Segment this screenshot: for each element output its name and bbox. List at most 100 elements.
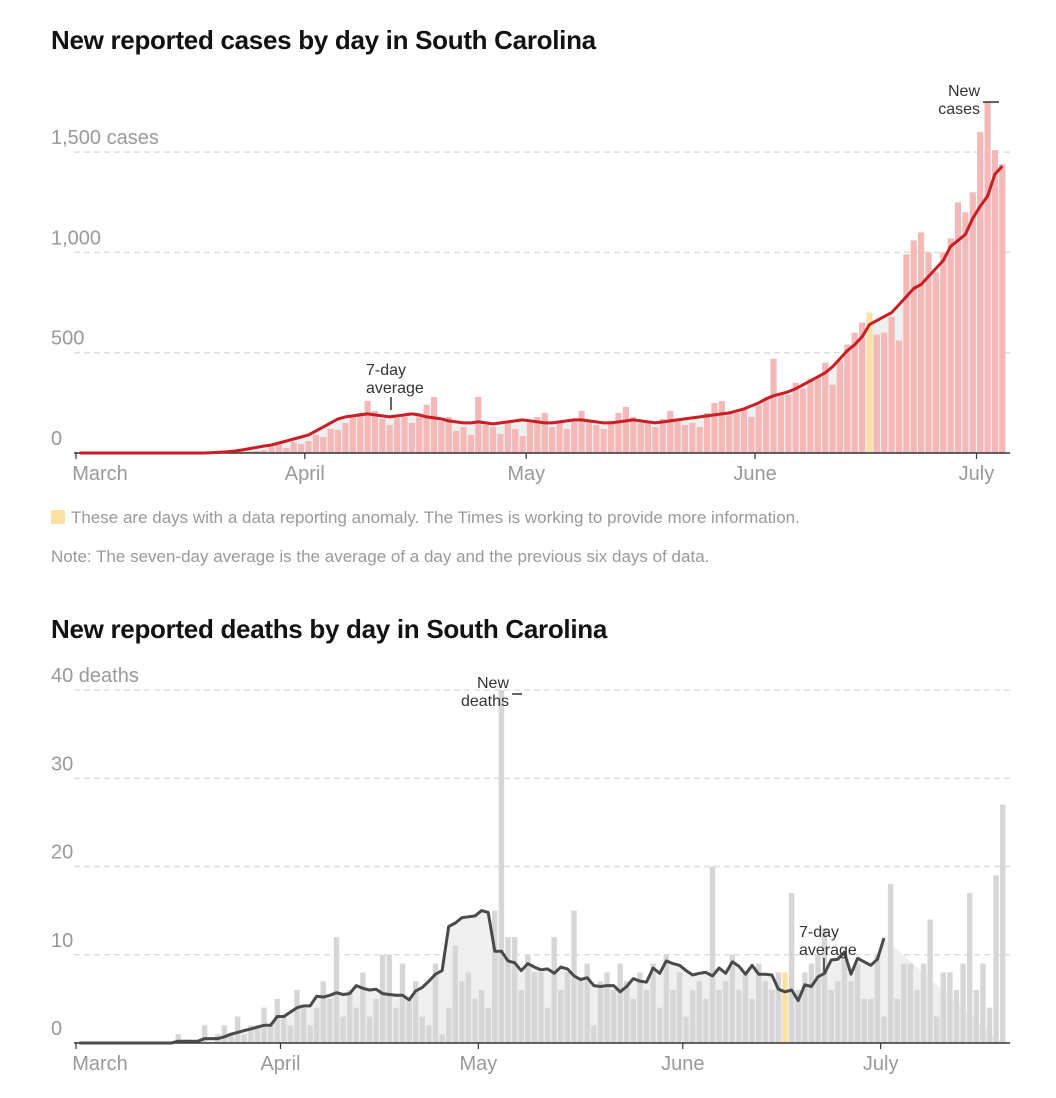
cases-bar [401, 416, 408, 453]
cases-bar [408, 422, 415, 453]
cases-bar [859, 322, 866, 453]
deaths-bar [663, 954, 669, 1044]
cases-bar [357, 412, 364, 453]
deaths-bar [947, 972, 953, 1043]
deaths-bar [564, 972, 571, 1043]
deaths-bar [577, 981, 584, 1043]
cases-bar [261, 450, 268, 453]
deaths-bar [419, 1016, 425, 1043]
deaths-bar [353, 1007, 359, 1043]
deaths-bar [241, 1034, 247, 1043]
cases-bar [822, 362, 829, 453]
cases-bar [489, 426, 497, 453]
deaths-bar [887, 884, 894, 1043]
cases-bar [991, 150, 998, 453]
cases-bar [519, 436, 526, 453]
deaths-bar [683, 1016, 689, 1043]
deaths-bar [610, 990, 617, 1043]
deaths-bar [934, 1016, 940, 1043]
cases-average-annotation: 7-day average [366, 362, 424, 397]
cases-bar [740, 408, 748, 453]
cases-new-cases-annotation: New cases [938, 83, 980, 118]
cases-y-tick-label: 1,000 [51, 227, 101, 249]
cases-bar [379, 418, 386, 453]
cases-bar [364, 400, 371, 453]
cases-bar [851, 332, 858, 453]
deaths-bar [670, 990, 676, 1043]
deaths-bar [973, 990, 979, 1043]
deaths-bar [986, 1007, 993, 1043]
cases-bar [962, 212, 969, 453]
cases-bar [954, 202, 962, 453]
deaths-bar [472, 998, 478, 1043]
deaths-seven-day-average-line [79, 909, 886, 1045]
cases-bar [327, 428, 334, 453]
cases-bar [940, 252, 947, 453]
deaths-bar [749, 998, 755, 1043]
deaths-bar [366, 1016, 373, 1043]
cases-bar [763, 398, 770, 453]
cases-bar [711, 402, 718, 453]
cases-bar [578, 410, 585, 453]
cases-bar [482, 424, 489, 453]
deaths-bar [525, 954, 531, 1044]
cases-bar [873, 334, 880, 453]
cases-bar [947, 238, 954, 453]
deaths-bar [175, 1034, 181, 1043]
cases-bar [571, 418, 578, 453]
cases-bar [534, 416, 541, 453]
deaths-bar [657, 1007, 663, 1043]
anomaly-legend-text: These are days with a data reporting ano… [71, 508, 800, 527]
cases-bar [918, 232, 925, 453]
deaths-bar [485, 1007, 491, 1043]
cases-bar [386, 424, 393, 453]
cases-bar [445, 416, 452, 453]
cases-bar [268, 447, 275, 453]
deaths-average-annotation: 7-day average [799, 924, 857, 959]
deaths-bar [327, 998, 333, 1043]
deaths-bar [709, 866, 716, 1043]
cases-bar [608, 420, 615, 453]
deaths-bar [597, 981, 604, 1043]
cases-bar [497, 433, 504, 453]
deaths-bar [940, 972, 946, 1043]
cases-bar [969, 192, 976, 454]
cases-bar [453, 430, 460, 453]
deaths-bar [439, 1034, 445, 1043]
deaths-bar [960, 963, 966, 1043]
cases-bar [305, 441, 312, 453]
deaths-bar [281, 1016, 287, 1043]
deaths-bar [769, 990, 775, 1043]
cases-bar [726, 412, 733, 453]
deaths-bar [465, 972, 472, 1043]
deaths-bar [274, 998, 280, 1043]
cases-bar [748, 416, 755, 453]
deaths-bar [406, 998, 412, 1043]
cases-y-tick-label: 500 [51, 328, 84, 350]
deaths-bar [980, 963, 986, 1043]
cases-bar [475, 396, 482, 453]
deaths-bar [294, 990, 300, 1043]
cases-bar [622, 406, 629, 453]
deaths-bar [267, 1025, 274, 1043]
cases-bar [984, 102, 991, 453]
cases-bar [881, 332, 888, 453]
deaths-bar [637, 972, 643, 1043]
cases-bar [681, 424, 688, 453]
deaths-bar [591, 1025, 597, 1043]
deaths-bar [914, 990, 920, 1043]
cases-bar [807, 378, 814, 453]
deaths-new-deaths-annotation: New deaths [461, 675, 509, 710]
deaths-bar [624, 981, 630, 1043]
deaths-bar [907, 963, 914, 1043]
deaths-bar [874, 954, 881, 1044]
deaths-bar [927, 919, 933, 1043]
deaths-y-tick-label: 40 deaths [51, 665, 139, 687]
cases-bar [652, 426, 659, 453]
cases-bar [733, 412, 740, 453]
deaths-bar [788, 893, 795, 1043]
cases-bar [785, 394, 792, 453]
cases-bar [563, 428, 570, 453]
cases-seven-day-average-line [79, 165, 1004, 455]
deaths-bar [558, 990, 564, 1043]
